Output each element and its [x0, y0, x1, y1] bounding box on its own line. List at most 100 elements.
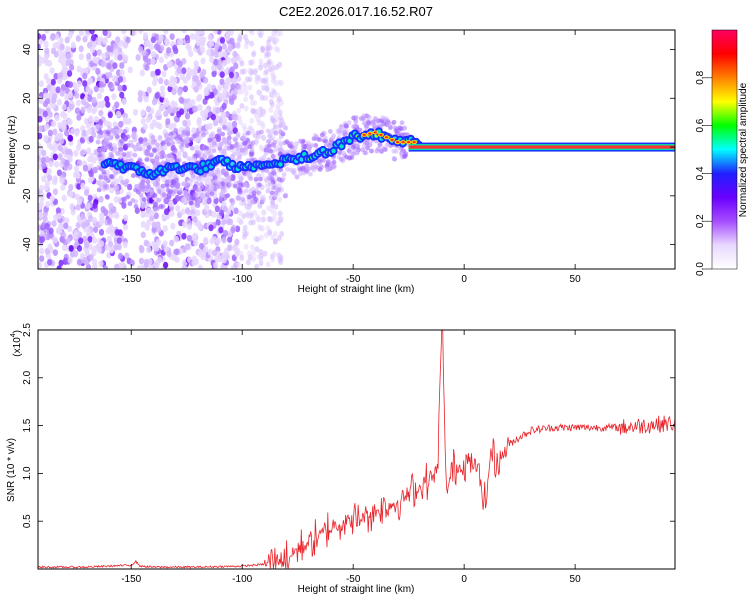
spectrogram-cell [312, 133, 318, 138]
spectrogram-cell [385, 118, 391, 124]
spectrogram-cell [261, 154, 267, 161]
spectrogram-cell [50, 78, 56, 86]
spectrogram-cell [277, 215, 283, 222]
spectrogram-cell [227, 244, 233, 252]
spectrogram-cell [192, 74, 198, 82]
spectrogram-cell [351, 145, 356, 150]
spectrogram-cell [97, 156, 103, 162]
ridge-blob-core [390, 138, 394, 141]
spectrogram-cell [273, 193, 278, 199]
spectrogram-cell [260, 45, 265, 52]
spectrogram-cell [133, 187, 139, 193]
spectrogram-cell [257, 182, 262, 188]
spectrogram-cell [60, 59, 67, 67]
spectrogram-cell [277, 109, 283, 116]
spectrogram-cell [47, 259, 53, 266]
spectrogram-cell [179, 73, 185, 81]
spectrogram-cell [276, 252, 282, 259]
spectrogram-cell [76, 183, 82, 190]
spectrogram-cell [252, 99, 258, 106]
spectrogram-cell [167, 153, 172, 159]
spectrogram-cell [184, 112, 191, 120]
spectrogram-cell [276, 235, 282, 242]
svg-text:(x104): (x104) [10, 330, 23, 357]
spectrogram-cell [155, 186, 161, 191]
spectrogram-cell [78, 30, 85, 36]
spectrogram-cell [183, 190, 189, 196]
ridge-blob-core [407, 141, 411, 144]
spectrogram-cell [107, 218, 113, 225]
spectrogram-cell [186, 45, 192, 52]
spectrogram-cell [232, 127, 238, 134]
spectrogram-cell [331, 163, 337, 169]
spectrogram-cell [194, 132, 200, 138]
spectrogram-cell [55, 227, 62, 235]
spectrogram-cell [95, 139, 101, 145]
spectrogram-cell [247, 76, 253, 83]
spectrogram-cell [211, 148, 217, 154]
spectrogram-cell [279, 80, 284, 87]
spectrogram-cell [47, 243, 53, 251]
spectrogram-cell [38, 224, 42, 232]
spectrogram-cell [284, 139, 290, 145]
spectrogram-cell [240, 197, 246, 202]
spectrogram-cell [140, 109, 146, 117]
spectrogram-cell [214, 51, 220, 58]
spectrogram-cell [87, 176, 94, 184]
spectrogram-cell [55, 41, 61, 49]
spectrogram-cell [129, 259, 135, 267]
spectrogram-cell [67, 70, 73, 77]
spectrogram-cell [50, 102, 56, 109]
spectrogram-cell [234, 238, 240, 246]
spectrogram-cell [96, 187, 102, 193]
spectrogram-cell [49, 67, 55, 74]
ridge-blob-inner [230, 161, 235, 167]
snr-panel: -150 -100 -50 0 50 0.5 1.0 1.5 2.0 2.5 Height of… [6, 323, 676, 595]
spectrogram-cell [271, 185, 277, 191]
spectrogram-cell [215, 106, 221, 114]
spectrogram-cell [214, 179, 220, 185]
spectrogram-cell [236, 75, 242, 82]
spectrogram-cell [338, 156, 344, 162]
spectrogram-cell [298, 138, 303, 144]
spectrogram-cell [157, 256, 163, 264]
spectrogram-cell [70, 250, 76, 258]
spectrogram-cell [125, 151, 131, 159]
spectrogram-cell [259, 120, 265, 127]
spectrogram-cell [267, 66, 273, 73]
spectrogram-cell [186, 223, 193, 231]
spectrogram-cell [60, 184, 66, 191]
spectrogram-cell [74, 228, 80, 236]
spectrogram-cell [181, 265, 187, 269]
spectrogram-cell [156, 109, 162, 117]
spectrogram-cell [151, 226, 157, 234]
snr-scale-close: ) [12, 330, 23, 333]
spectrogram-cell [176, 139, 181, 145]
spectrogram-cell [221, 256, 227, 264]
spectrogram-cell [304, 168, 310, 174]
spectrogram-cell [203, 196, 208, 202]
spectrogram-cell [189, 177, 195, 182]
spectrogram-cell [250, 200, 255, 206]
spectrogram-cell [259, 234, 264, 241]
spectrogram-cell [100, 60, 106, 68]
spectrogram-cell [38, 33, 42, 40]
spectrogram-cell [91, 157, 97, 164]
chart-title: C2E2.2026.017.16.52.R07 [279, 4, 433, 19]
spectrogram-cell [193, 153, 199, 159]
spectrogram-cell [102, 141, 107, 147]
spectrogram-cell [184, 34, 190, 42]
spectrogram-cell [122, 223, 128, 231]
spectrogram-cell [150, 36, 156, 44]
spectrogram-cell [249, 40, 255, 47]
spectrogram-cell [233, 137, 239, 143]
spectrogram-cell [223, 214, 229, 221]
spectrogram-cell [326, 166, 331, 172]
spectrogram-cell [269, 101, 275, 108]
spectrogram-cell [249, 30, 255, 36]
spectrogram-cell [169, 239, 175, 247]
spectrogram-cell [184, 181, 190, 187]
ridge-blob-inner [200, 161, 206, 167]
spectrogram-cell [41, 149, 47, 157]
spectrogram-cell [67, 31, 73, 39]
